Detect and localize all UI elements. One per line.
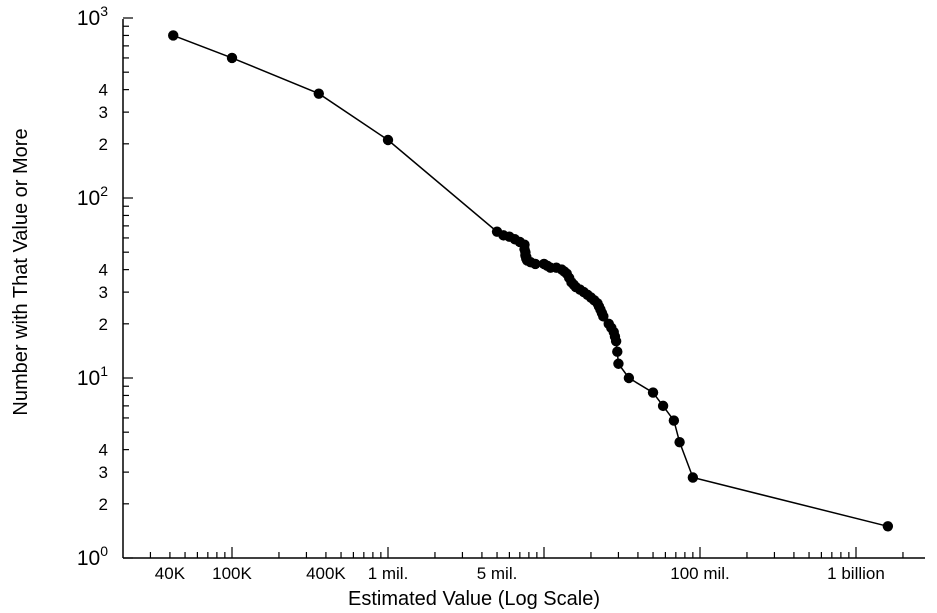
data-point xyxy=(657,400,669,412)
y-tick-label: 100 xyxy=(77,543,108,570)
y-tick-label: 4 xyxy=(99,441,108,460)
y-tick-label: 2 xyxy=(99,135,108,154)
x-tick-label: 40K xyxy=(155,564,186,583)
data-point xyxy=(613,358,624,369)
data-points xyxy=(168,30,894,532)
x-tick-label: 5 mil. xyxy=(477,564,518,583)
x-tick-label: 400K xyxy=(306,564,346,583)
data-point xyxy=(674,436,685,448)
y-tick-label: 3 xyxy=(99,283,108,302)
data-point xyxy=(668,415,680,426)
x-tick-label: 1 billion xyxy=(827,564,885,583)
y-axis-ticks xyxy=(123,17,133,559)
y-tick-label: 3 xyxy=(99,103,108,122)
x-tick-label: 100K xyxy=(212,564,252,583)
data-point xyxy=(382,134,394,146)
data-point xyxy=(313,88,324,99)
plot-area: 100 2 3 4 101 2 3 4 102 2 3 4 103 40K 100K 400K 1 mil. 5… xyxy=(77,3,925,583)
data-point xyxy=(530,258,541,270)
y-tick-label: 4 xyxy=(99,261,108,280)
y-tick-label: 102 xyxy=(77,183,108,210)
data-point xyxy=(598,311,609,322)
x-tick-label: 100 mil. xyxy=(670,564,730,583)
y-tick-label: 103 xyxy=(77,3,108,30)
x-tick-label: 1 mil. xyxy=(368,564,409,583)
series-line xyxy=(172,34,888,528)
y-tick-label: 2 xyxy=(99,495,108,514)
y-tick-label: 3 xyxy=(99,463,108,482)
data-point xyxy=(226,52,238,64)
x-axis-ticks xyxy=(149,547,904,558)
y-tick-label: 101 xyxy=(77,363,108,390)
y-axis-title: Number with That Value or More xyxy=(10,128,32,415)
y-tick-label: 2 xyxy=(99,315,108,334)
y-tick-label: 4 xyxy=(99,81,108,100)
data-point xyxy=(687,472,699,483)
y-axis-tick-labels: 100 2 3 4 101 2 3 4 102 2 3 4 103 xyxy=(77,3,108,570)
data-point xyxy=(612,346,623,357)
x-axis-title: Estimated Value (Log Scale) xyxy=(348,588,600,610)
data-point xyxy=(610,336,622,347)
data-point xyxy=(647,387,659,398)
data-point xyxy=(882,521,894,532)
data-point xyxy=(168,30,179,41)
x-axis-tick-labels: 40K 100K 400K 1 mil. 5 mil. 100 mil. 1 billion xyxy=(155,564,885,583)
data-point xyxy=(623,372,635,384)
